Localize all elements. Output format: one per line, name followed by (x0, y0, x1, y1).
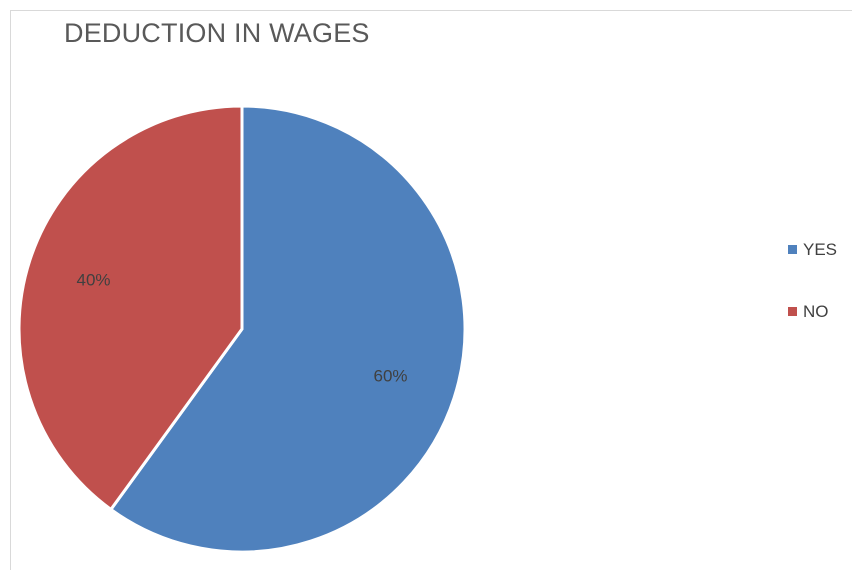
chart-legend: YES NO (788, 236, 837, 360)
chart-title: DEDUCTION IN WAGES (64, 18, 370, 48)
pie-slice-no (17, 104, 244, 511)
pie-slice-yes (109, 104, 467, 554)
pie-data-labels: 60% 40% (76, 270, 407, 385)
pie-slices (17, 104, 467, 554)
data-label-no: 40% (76, 270, 110, 289)
legend-item-no: NO (788, 298, 837, 325)
legend-swatch-no (788, 307, 797, 316)
data-label-yes: 60% (373, 367, 407, 386)
legend-item-yes: YES (788, 236, 837, 263)
legend-swatch-yes (788, 245, 797, 254)
chart-area (10, 10, 852, 570)
legend-label-no: NO (803, 301, 829, 321)
legend-label-yes: YES (803, 239, 838, 259)
